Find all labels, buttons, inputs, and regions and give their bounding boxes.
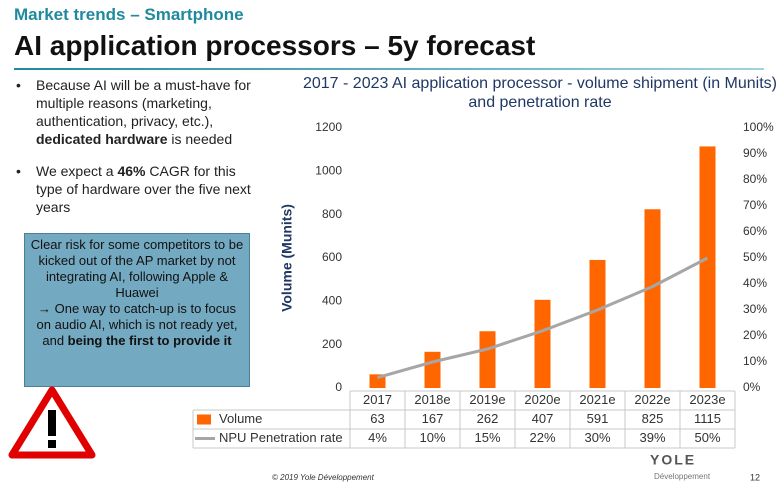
- text: dedicated hardware: [36, 131, 168, 147]
- x-tick-label: 2020e: [524, 392, 560, 407]
- y2-tick-label: 30%: [743, 302, 767, 316]
- data-label: 10%: [419, 430, 445, 445]
- bar: [589, 259, 606, 388]
- text: being the first to provide it: [67, 333, 232, 348]
- text: → One way to catch-up is to focus on aud…: [36, 301, 238, 348]
- data-label: 167: [422, 411, 444, 426]
- y2-tick-label: 50%: [743, 250, 767, 264]
- logo-subtitle: Développement: [654, 472, 711, 481]
- warning-icon: [8, 386, 96, 459]
- data-label: 591: [587, 411, 609, 426]
- callout-text: Clear risk for some competitors to be ki…: [30, 237, 244, 300]
- data-label: 50%: [694, 430, 720, 445]
- data-label: 15%: [474, 430, 500, 445]
- callout-box: Clear risk for some competitors to be ki…: [24, 233, 250, 387]
- legend-label: Volume: [219, 411, 262, 426]
- data-label: 22%: [529, 430, 555, 445]
- bar: [479, 331, 496, 388]
- text: CAGR for this type of hardware over the …: [36, 163, 251, 215]
- y-tick-label: 1200: [315, 120, 342, 134]
- bullet: We expect a 46% CAGR for this type of ha…: [6, 162, 256, 216]
- x-tick-label: 2022e: [634, 392, 670, 407]
- y-tick-label: 400: [322, 294, 342, 308]
- data-label: 1115: [694, 411, 721, 426]
- x-tick-label: 2021e: [579, 392, 615, 407]
- y2-tick-label: 80%: [743, 172, 767, 186]
- y2-tick-label: 10%: [743, 354, 767, 368]
- y2-tick-label: 60%: [743, 224, 767, 238]
- text: is needed: [167, 131, 233, 147]
- slide-title: AI application processors – 5y forecast: [14, 30, 536, 61]
- y2-tick-label: 40%: [743, 276, 767, 290]
- bar: [424, 351, 441, 388]
- data-label: 39%: [639, 430, 665, 445]
- y-tick-label: 0: [335, 380, 342, 394]
- bar: [699, 146, 716, 388]
- title-rule: [14, 68, 764, 70]
- text: Because AI will be a must-have for multi…: [36, 77, 251, 129]
- y2-tick-label: 70%: [743, 198, 767, 212]
- x-tick-label: 2023e: [689, 392, 725, 407]
- chart-title: 2017 - 2023 AI application processor - v…: [302, 75, 777, 111]
- y-tick-label: 1000: [315, 164, 342, 178]
- y-tick-label: 200: [322, 337, 342, 351]
- page-number: 12: [750, 472, 760, 482]
- bar: [644, 209, 661, 388]
- y2-tick-label: 100%: [743, 120, 774, 134]
- y2-tick-label: 0%: [743, 380, 761, 394]
- bullet: Because AI will be a must-have for multi…: [6, 76, 256, 148]
- line: [377, 256, 709, 380]
- y-tick-label: 600: [322, 250, 342, 264]
- bar: [534, 299, 551, 388]
- y-tick-label: 800: [322, 207, 342, 221]
- copyright: © 2019 Yole Développement: [272, 473, 375, 482]
- text: We expect a: [36, 163, 118, 179]
- data-label: 262: [477, 411, 499, 426]
- data-label: 407: [532, 411, 554, 426]
- y2-tick-label: 20%: [743, 328, 767, 342]
- y2-tick-label: 90%: [743, 146, 767, 160]
- legend-swatch: [197, 414, 211, 425]
- data-label: 825: [642, 411, 664, 426]
- y-axis-title: Volume (Munits): [279, 204, 295, 312]
- callout-text: → One way to catch-up is to focus on aud…: [29, 301, 245, 349]
- logo: YOLE: [650, 452, 696, 468]
- bullet-list: Because AI will be a must-have for multi…: [6, 76, 256, 230]
- x-tick-label: 2017: [363, 392, 392, 407]
- data-label: 63: [370, 411, 384, 426]
- data-label: 30%: [584, 430, 610, 445]
- x-tick-label: 2018e: [414, 392, 450, 407]
- x-tick-label: 2019e: [469, 392, 505, 407]
- legend-label: NPU Penetration rate: [219, 430, 343, 445]
- section-title: Market trends – Smartphone: [14, 5, 244, 24]
- text: 46%: [117, 163, 146, 179]
- data-label: 4%: [368, 430, 387, 445]
